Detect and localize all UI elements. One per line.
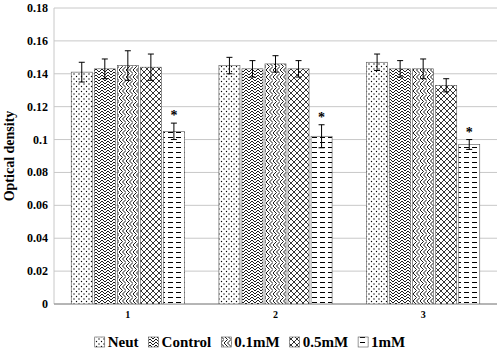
legend-swatch [358,337,368,347]
legend-swatch [290,337,300,347]
error-bar [319,125,325,148]
y-tick-label: 0.18 [27,1,48,15]
legend-swatch [221,337,231,347]
y-tick-label: 0.08 [27,165,48,179]
legend-swatch [95,337,105,347]
y-tick-label: 0 [42,297,48,311]
bar [94,69,115,304]
error-bar [420,59,426,79]
bar [459,144,480,304]
grid-line [54,8,497,9]
y-tick-label: 0.06 [27,198,48,212]
bar [242,69,263,304]
error-bar [125,51,131,81]
x-tick-label: 1 [125,309,130,320]
annotation: * [318,110,325,125]
bar [311,136,332,304]
bar [367,62,388,304]
legend-label: Control [162,334,212,350]
annotation: * [170,108,177,123]
y-tick-label: 0.16 [27,34,48,48]
y-tick-label: 0.02 [27,264,48,278]
annotation: * [466,125,473,140]
legend-label: 0.5mM [303,334,348,350]
bar [436,85,457,304]
legend-label: 1mM [371,334,405,350]
bar [413,69,434,304]
legend-label: 0.1mM [234,334,279,350]
y-tick-label: 0.12 [27,100,48,114]
bar [163,131,184,304]
y-tick-label: 0.14 [27,67,48,81]
error-bar [249,61,255,77]
error-bar [374,54,380,70]
error-bar [171,123,177,139]
y-axis-line [54,8,55,304]
y-tick-label: 0.04 [27,231,48,245]
error-bar [148,54,154,80]
bars [71,51,480,304]
x-tick-label: 3 [421,309,426,320]
grid-line [54,40,497,41]
bar [219,66,240,304]
error-bar [226,57,232,73]
labels: 1 * 2 * 3 * [125,108,472,320]
bar [265,64,286,304]
bar [390,69,411,304]
bar [288,69,309,304]
error-bar [102,59,108,79]
error-bar [296,61,302,77]
error-bar [79,62,85,82]
legend-label: Neut [108,334,139,350]
chart: 0 0.02 0.04 0.06 0.08 0.1 0.12 0.14 0.16 0.18 Opti… [0,0,500,358]
bar [71,72,92,304]
y-tick-label: 0.1 [33,133,48,147]
bar [140,67,161,304]
y-axis-label: Optical density [2,111,17,202]
legend-swatch [149,337,159,347]
error-bar [273,56,279,72]
legend: Neut Control 0.1mM 0.5mM 1mM [95,334,406,350]
error-bar [397,61,403,77]
bar [117,66,138,304]
error-bar [443,79,449,92]
error-bar [466,140,472,150]
x-tick-label: 2 [273,309,278,320]
